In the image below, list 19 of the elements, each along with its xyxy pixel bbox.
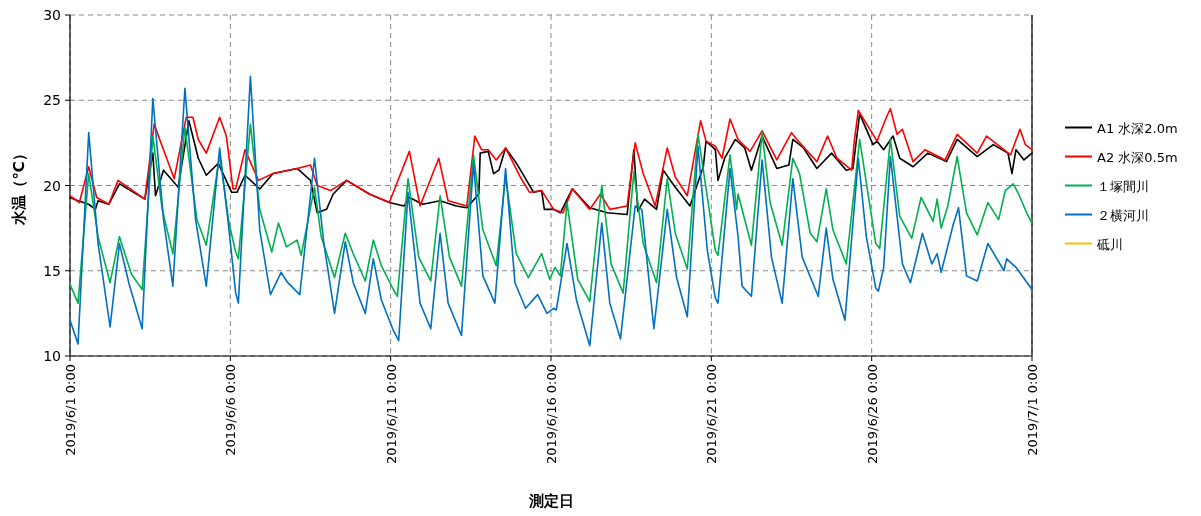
y-axis-title: 水温（℃） — [10, 146, 28, 226]
legend-label: ２横河川 — [1097, 207, 1149, 223]
legend-label: A2 水深0.5m — [1097, 149, 1178, 165]
x-tick-label: 2019/6/16 0:00 — [544, 364, 559, 464]
x-tick-label: 2019/6/11 0:00 — [383, 364, 399, 464]
x-tick-label: 2019/6/21 0:00 — [704, 364, 720, 464]
x-axis-title: 測定日 — [527, 492, 574, 510]
y-tick-label: 20 — [43, 177, 61, 194]
y-tick-label: 10 — [43, 348, 61, 364]
x-tick-label: 2019/6/26 0:00 — [864, 364, 880, 464]
legend-label: １塚間川 — [1097, 178, 1149, 194]
legend-label: A1 水深2.0m — [1097, 120, 1178, 136]
y-tick-label: 25 — [43, 92, 61, 109]
x-tick-label: 2019/7/1 0:00 — [1025, 364, 1040, 456]
x-tick-label: 2019/6/1 0:00 — [63, 364, 78, 456]
x-tick-label: 2019/6/6 0:00 — [223, 364, 239, 456]
y-tick-label: 15 — [43, 262, 61, 279]
legend-label: 砥川 — [1096, 236, 1123, 252]
y-tick-label: 30 — [43, 7, 61, 23]
